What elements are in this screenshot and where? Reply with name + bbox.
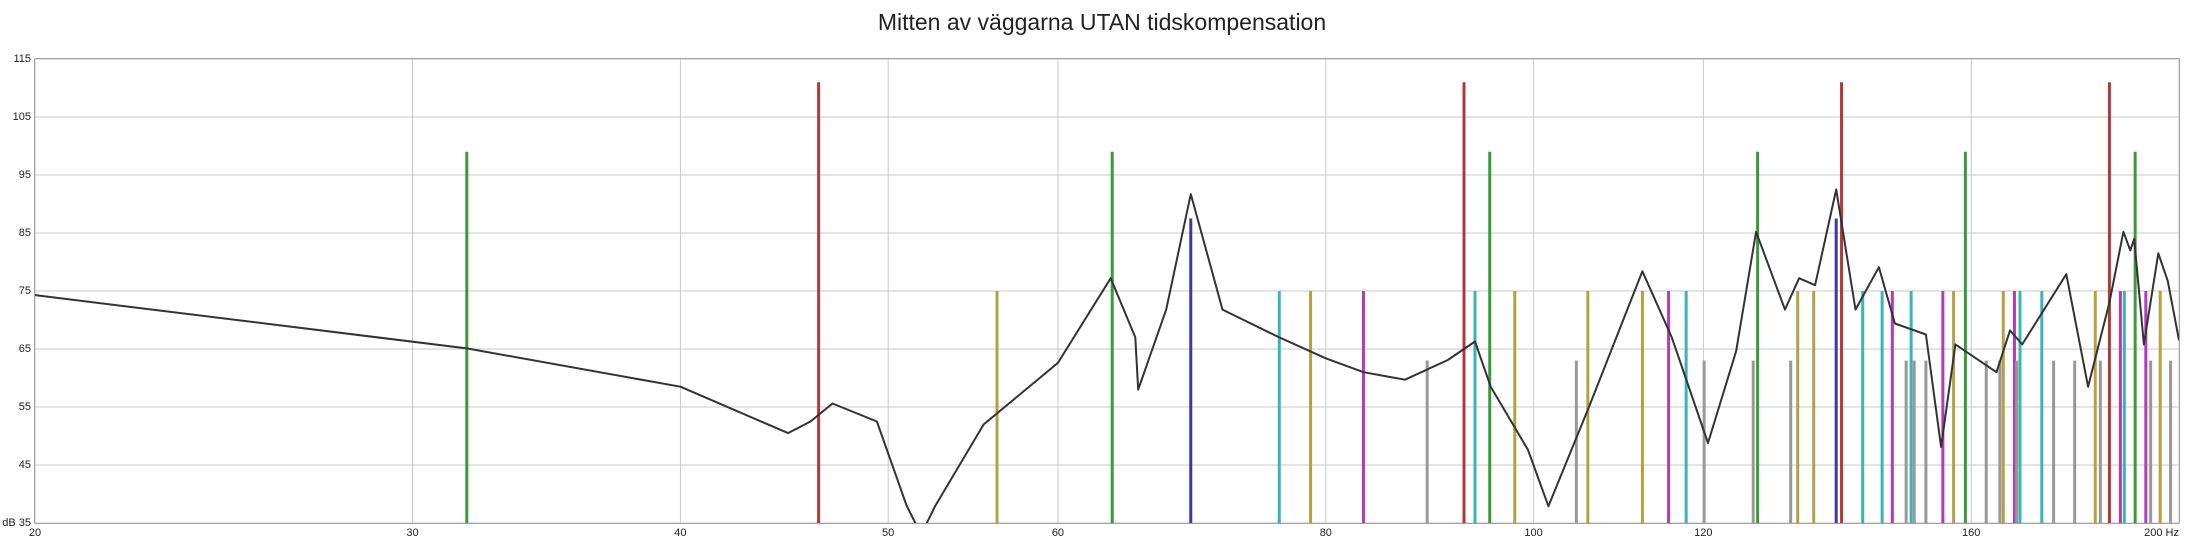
x-tick-label: 30 <box>406 527 418 539</box>
response-curve <box>35 188 2179 523</box>
y-tick-label: dB 35 <box>2 517 31 529</box>
y-tick-label: 65 <box>19 343 31 355</box>
x-tick-label: 20 <box>29 527 41 539</box>
x-tick-label: 200 Hz <box>2144 527 2179 539</box>
x-tick-label: 80 <box>1320 527 1332 539</box>
x-tick-label: 100 <box>1524 527 1542 539</box>
x-tick-label: 60 <box>1052 527 1064 539</box>
plot-layer <box>35 59 2179 523</box>
x-tick-label: 40 <box>674 527 686 539</box>
x-tick-label: 120 <box>1694 527 1712 539</box>
y-tick-label: 105 <box>13 111 31 123</box>
chart-title: Mitten av väggarna UTAN tidskompensation <box>878 9 1326 35</box>
y-tick-label: 95 <box>19 169 31 181</box>
y-tick-label: 55 <box>19 401 31 413</box>
y-tick-label: 115 <box>13 53 31 65</box>
y-tick-label: 85 <box>19 227 31 239</box>
y-tick-label: 75 <box>19 285 31 297</box>
x-tick-label: 160 <box>1962 527 1980 539</box>
x-tick-label: 50 <box>882 527 894 539</box>
y-tick-label: 45 <box>19 459 31 471</box>
